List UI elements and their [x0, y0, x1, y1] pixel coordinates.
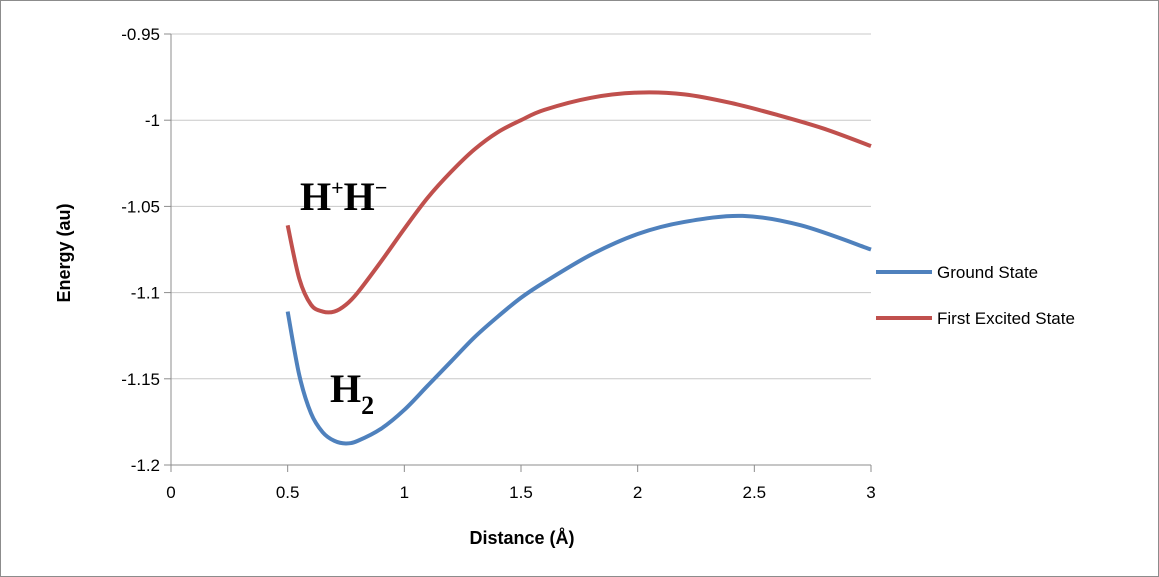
- legend-label-ground-state: Ground State: [937, 263, 1038, 282]
- axes: [164, 33, 872, 472]
- legend: Ground State First Excited State: [876, 263, 1075, 328]
- y-tick-label: -1.05: [121, 197, 160, 216]
- series-lines: [285, 90, 872, 446]
- x-tick-label: 2: [633, 483, 642, 502]
- annotation-h2: H2: [330, 366, 374, 420]
- series-line-first-excited-state: [285, 90, 872, 315]
- x-tick-labels: 0 0.5 1 1.5 2 2.5 3: [166, 483, 875, 502]
- series-line-ground-state: [285, 213, 872, 446]
- y-tick-labels: -0.95 -1 -1.05 -1.1 -1.15 -1.2: [121, 25, 160, 475]
- x-tick-label: 1: [400, 483, 409, 502]
- x-axis-title: Distance (Å): [469, 528, 574, 548]
- x-tick-label: 1.5: [509, 483, 533, 502]
- x-tick-label: 3: [866, 483, 875, 502]
- y-tick-label: -1: [145, 111, 160, 130]
- grid-lines: [171, 33, 871, 380]
- y-tick-label: -1.15: [121, 370, 160, 389]
- x-tick-label: 0.5: [276, 483, 300, 502]
- legend-label-first-excited-state: First Excited State: [937, 309, 1075, 328]
- y-tick-label: -1.1: [131, 284, 160, 303]
- x-tick-label: 2.5: [743, 483, 767, 502]
- annotation-ion-pair: H+H−: [300, 174, 387, 219]
- y-tick-label: -1.2: [131, 456, 160, 475]
- x-tick-label: 0: [166, 483, 175, 502]
- y-tick-label: -0.95: [121, 25, 160, 44]
- y-axis-title: Energy (au): [54, 203, 74, 302]
